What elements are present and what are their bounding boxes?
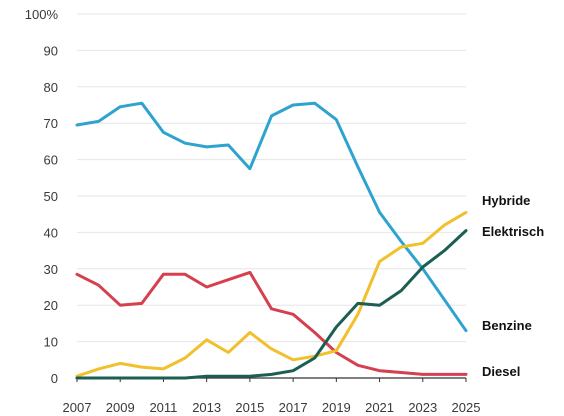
x-tick-label: 2025 (452, 400, 481, 415)
y-tick-label: 10 (44, 335, 58, 350)
y-tick-label: 80 (44, 80, 58, 95)
y-tick-label: 20 (44, 298, 58, 313)
series-lines (75, 101, 468, 380)
y-tick-label: 30 (44, 262, 58, 277)
x-tick-label: 2007 (63, 400, 92, 415)
y-tick-label: 100% (25, 7, 59, 22)
x-tick-label: 2009 (106, 400, 135, 415)
x-tick-label: 2015 (235, 400, 264, 415)
y-tick-label: 50 (44, 189, 58, 204)
series-line-benzine (75, 101, 468, 333)
y-tick-label: 40 (44, 225, 58, 240)
series-line-diesel (75, 270, 468, 376)
series-labels: Benzine Diesel Hybride Elektrisch (482, 193, 544, 379)
y-axis-ticks: 0 10 20 30 40 50 60 70 80 90 100% (25, 7, 59, 386)
y-tick-label: 70 (44, 116, 58, 131)
x-tick-label: 2023 (408, 400, 437, 415)
x-tick-label: 2011 (149, 400, 177, 415)
y-tick-label: 0 (51, 371, 58, 386)
x-tick-label: 2021 (365, 400, 394, 415)
x-tick-label: 2013 (192, 400, 221, 415)
series-label-elektrisch: Elektrisch (482, 224, 544, 239)
series-label-benzine: Benzine (482, 318, 532, 333)
gridlines (77, 13, 466, 343)
y-tick-label: 60 (44, 153, 58, 168)
x-axis-ticks: 2007 2009 2011 2013 2015 2017 2019 2021 2023 2025 (63, 378, 481, 415)
x-tick-label: 2019 (322, 400, 351, 415)
series-label-diesel: Diesel (482, 364, 520, 379)
y-tick-label: 90 (44, 43, 58, 58)
series-line-hybride (75, 210, 468, 378)
series-line-elektrisch (75, 229, 468, 380)
x-tick-label: 2017 (279, 400, 308, 415)
series-label-hybride: Hybride (482, 193, 530, 208)
